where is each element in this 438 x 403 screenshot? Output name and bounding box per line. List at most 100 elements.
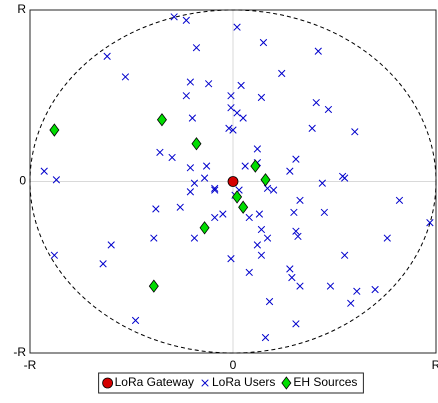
user-marker [168,153,176,162]
eh-marker [199,221,210,235]
y-tick-label: 0 [19,174,26,188]
user-marker [286,265,294,273]
user-marker [255,210,264,218]
y-tick-label: R [17,2,26,16]
user-marker [426,219,434,227]
eh-marker [260,173,271,187]
eh-marker [232,190,243,204]
user-marker [186,188,195,196]
user-marker [326,282,335,290]
user-marker [269,186,278,194]
user-marker [186,164,195,172]
user-marker [150,234,158,242]
user-marker [263,234,272,242]
user-marker [296,196,304,205]
user-marker [227,255,235,263]
user-marker [308,124,316,132]
eh-marker [191,137,202,151]
user-marker [50,251,59,259]
user-marker [294,232,302,241]
user-marker [340,174,349,182]
legend-box [98,372,364,394]
eh-marker [148,279,159,293]
user-marker [211,213,219,222]
user-marker [190,179,199,187]
user-marker [320,208,329,217]
user-marker [351,128,359,136]
eh-marker [250,159,261,173]
user-marker [265,297,274,306]
user-marker [182,16,190,24]
user-marker [192,44,201,52]
user-marker [288,273,296,282]
user-marker [99,260,107,268]
user-marker [156,148,164,156]
user-marker [211,184,219,193]
user-marker [257,93,266,102]
user-marker [225,124,233,132]
user-marker [188,114,197,122]
user-marker [241,162,249,170]
x-tick-label: 0 [230,358,237,372]
user-marker [286,167,294,175]
gateway-marker [102,377,114,389]
eh-marker [238,200,249,214]
user-marker [395,196,404,205]
user-marker [292,227,300,235]
user-marker [259,38,268,47]
user-marker [211,186,219,194]
user-marker [296,282,304,290]
user-marker [237,81,245,90]
user-marker [318,179,326,187]
x-tick-label: -R [24,358,37,372]
user-marker [202,162,211,170]
user-marker [290,208,298,217]
user-marker [40,167,48,175]
user-marker [261,333,270,342]
boundary-circle [29,9,437,354]
user-marker [227,92,235,100]
user-marker [353,287,361,295]
user-marker [257,225,266,234]
user-marker [257,251,266,259]
user-marker [292,320,300,328]
user-marker [200,174,209,182]
user-marker [204,80,213,88]
eh-marker [156,113,167,127]
user-marker [219,210,227,218]
legend-label: EH Sources [293,375,357,389]
user-marker [121,73,130,81]
user-marker [233,23,241,31]
user-marker [152,205,160,213]
user-marker [131,316,140,325]
user-marker [201,379,209,387]
user-marker [383,234,391,242]
user-marker [190,234,199,242]
legend-label: LoRa Gateway [115,375,194,389]
user-marker [227,104,235,112]
user-marker [107,241,115,249]
legend-label: LoRa Users [212,375,275,389]
user-marker [292,155,300,163]
eh-marker [281,376,292,390]
user-marker [340,251,349,259]
legend: LoRa Gateway LoRa Users EH Sources [98,372,364,394]
gateway-marker [227,176,239,187]
user-marker [314,47,322,55]
user-marker [182,92,190,100]
user-marker [312,98,320,107]
user-marker [186,78,195,86]
user-marker [253,145,262,153]
user-marker [103,52,111,60]
user-marker [245,268,253,277]
user-marker [239,114,247,122]
user-marker [253,241,262,249]
user-marker [245,213,253,222]
user-marker [229,126,237,134]
user-marker [347,299,355,307]
user-marker [170,13,178,21]
user-marker [278,69,286,78]
y-tick-label: -R [13,345,26,359]
x-tick-label: R [432,358,438,372]
